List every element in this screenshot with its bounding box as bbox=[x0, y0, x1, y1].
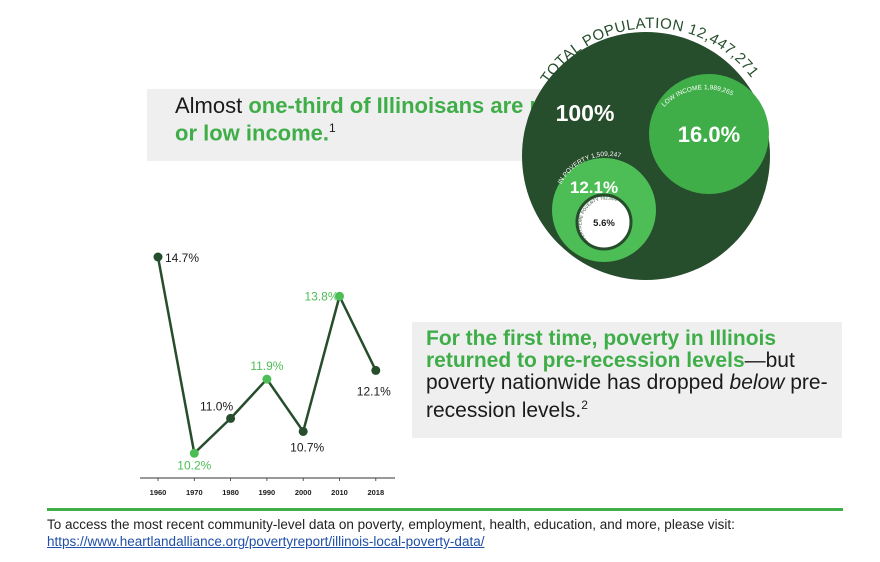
headline-bottom-text: For the first time, poverty in Illinois … bbox=[426, 328, 842, 422]
data-point-2010 bbox=[335, 291, 344, 301]
total-pct: 100% bbox=[556, 100, 615, 126]
low-income-pct: 16.0% bbox=[678, 122, 740, 147]
footer-text: To access the most recent community-leve… bbox=[47, 517, 735, 532]
data-point-1970 bbox=[189, 448, 199, 458]
data-label-2010: 13.8% bbox=[304, 289, 338, 303]
headline-top-green: one-third of Illinoisans are poor or low… bbox=[175, 93, 579, 146]
footnote-2: 2 bbox=[581, 398, 588, 412]
data-label-1990: 11.9% bbox=[250, 359, 283, 373]
headline-top-callout: Almost one-third of Illinoisans are poor… bbox=[147, 89, 599, 161]
footer-divider bbox=[47, 508, 843, 511]
series-line bbox=[156, 256, 377, 455]
data-label-2000: 10.7% bbox=[290, 440, 324, 454]
footer-link[interactable]: https://www.heartlandalliance.org/povert… bbox=[47, 534, 485, 549]
headline-top-plain: Almost bbox=[175, 93, 249, 118]
data-point-2018 bbox=[371, 365, 381, 375]
data-labels: 14.7% 10.2% 11.0% 11.9% 10.7% 13.8% 12.1% bbox=[165, 251, 391, 472]
headline-bottom-plain-1: —but poverty nationwide has dropped bbox=[426, 349, 795, 394]
footer-note: To access the most recent community-leve… bbox=[47, 516, 837, 550]
extreme-poverty-pct: 5.6% bbox=[593, 218, 615, 229]
x-tick-labels: 1960 1970 1980 1990 2000 2010 2018 bbox=[150, 488, 384, 497]
x-tick-label-2010: 2010 bbox=[331, 488, 348, 497]
headline-bottom-green: For the first time, poverty in Illinois … bbox=[426, 327, 777, 372]
x-tick-label-2018: 2018 bbox=[367, 488, 384, 497]
footnote-1: 1 bbox=[329, 121, 336, 135]
data-point-2000 bbox=[298, 426, 308, 436]
population-diagram: TOTAL POPULATION 12,447,271 100% LOW INC… bbox=[522, 15, 770, 280]
x-tick-label-1970: 1970 bbox=[186, 488, 203, 497]
data-point-1980 bbox=[226, 413, 236, 423]
data-label-1980: 11.0% bbox=[200, 399, 233, 413]
headline-bottom-plain-2: pre-recession levels. bbox=[426, 371, 828, 422]
data-label-1970: 10.2% bbox=[177, 458, 211, 472]
x-tick-label-2000: 2000 bbox=[295, 488, 312, 497]
extreme-poverty-core bbox=[588, 206, 620, 238]
headline-top-text: Almost one-third of Illinoisans are poor… bbox=[175, 94, 599, 144]
data-point-1960 bbox=[153, 252, 163, 262]
x-tick-label-1960: 1960 bbox=[150, 488, 167, 497]
data-points bbox=[153, 252, 381, 458]
poverty-pct: 12.1% bbox=[570, 178, 618, 197]
data-label-2018: 12.1% bbox=[357, 384, 391, 398]
poverty-rate-line-chart: 14.7% 10.2% 11.0% 11.9% 10.7% 13.8% 12.1% 1960… bbox=[140, 251, 395, 497]
x-tick-label-1980: 1980 bbox=[222, 488, 239, 497]
headline-bottom-callout: For the first time, poverty in Illinois … bbox=[412, 322, 842, 438]
headline-bottom-emphasis: below bbox=[729, 371, 785, 394]
data-point-1990 bbox=[262, 374, 272, 384]
x-axis-ticks bbox=[157, 478, 377, 481]
low-income-circle bbox=[649, 74, 769, 194]
data-label-1960: 14.7% bbox=[165, 251, 199, 265]
x-tick-label-1990: 1990 bbox=[259, 488, 276, 497]
